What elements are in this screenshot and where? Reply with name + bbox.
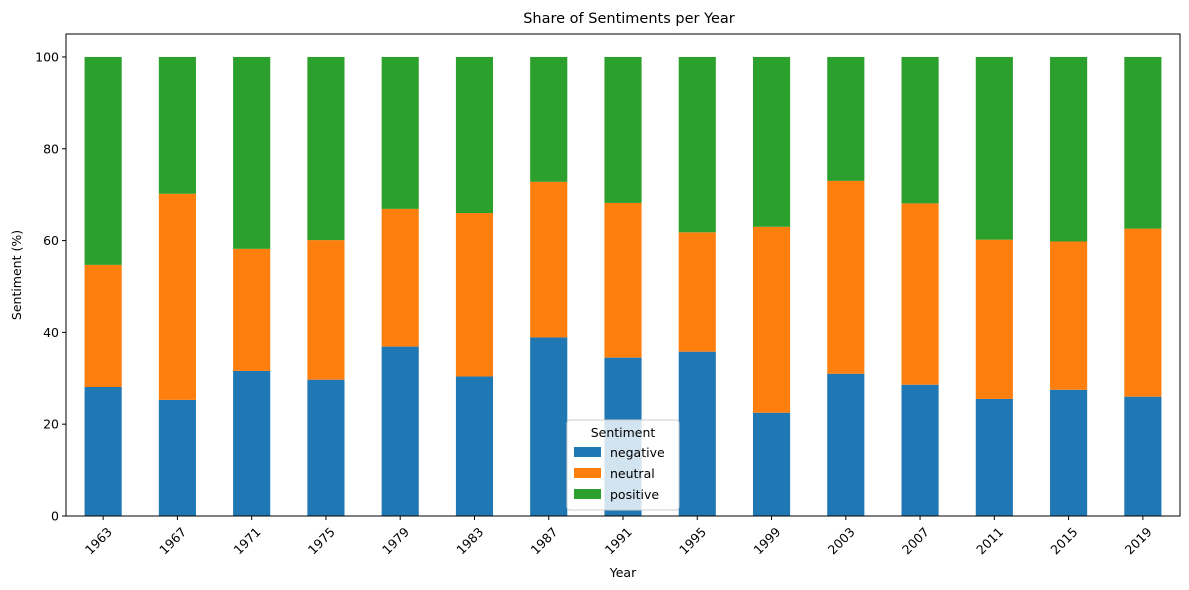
bar-segment-positive-2007 bbox=[901, 56, 939, 204]
bar-segment-negative-2015 bbox=[1050, 389, 1088, 516]
x-tick-label: 2019 bbox=[1122, 524, 1155, 557]
bar-segment-negative-2019 bbox=[1124, 396, 1162, 516]
bar-segment-negative-2011 bbox=[975, 398, 1013, 516]
legend-label-neutral: neutral bbox=[610, 466, 655, 481]
x-tick-label: 1995 bbox=[676, 524, 709, 557]
bar-segment-positive-1999 bbox=[752, 56, 791, 227]
bar-segment-neutral-1983 bbox=[455, 213, 494, 377]
y-tick-label: 20 bbox=[43, 417, 59, 432]
bar-segment-positive-1963 bbox=[84, 56, 122, 265]
legend-swatch-negative bbox=[574, 447, 601, 457]
bar-segment-positive-1975 bbox=[307, 56, 345, 241]
bar-segment-neutral-1971 bbox=[233, 248, 271, 371]
bar-segment-positive-2015 bbox=[1050, 56, 1088, 242]
y-tick-label: 40 bbox=[43, 325, 59, 340]
x-axis: 1963 1967 1971 1975 1979 1983 1987 1991 1995 1999… bbox=[82, 516, 1155, 557]
x-tick-label: 1979 bbox=[379, 524, 412, 557]
bar-segment-positive-1983 bbox=[455, 56, 494, 214]
y-tick-label: 80 bbox=[43, 141, 59, 156]
x-tick-label: 2011 bbox=[973, 524, 1006, 557]
x-tick-label: 1971 bbox=[230, 524, 263, 557]
bars-group bbox=[84, 56, 1162, 516]
bar-segment-neutral-1963 bbox=[84, 264, 122, 388]
bar-segment-positive-2011 bbox=[975, 56, 1013, 240]
bar-segment-negative-1975 bbox=[307, 379, 345, 516]
bar-segment-neutral-1967 bbox=[158, 193, 196, 400]
x-axis-label: Year bbox=[609, 565, 637, 580]
legend-box bbox=[566, 419, 680, 511]
x-tick-label: 1991 bbox=[602, 524, 635, 557]
bar-segment-neutral-1991 bbox=[604, 202, 642, 358]
bar-segment-positive-1987 bbox=[530, 56, 568, 182]
x-tick-label: 1983 bbox=[453, 524, 486, 557]
y-tick-label: 100 bbox=[35, 49, 59, 64]
bar-segment-neutral-2003 bbox=[827, 180, 865, 374]
bar-segment-negative-1967 bbox=[158, 399, 196, 516]
y-axis: 0 20 40 60 80 100 bbox=[35, 49, 66, 524]
x-tick-label: 1967 bbox=[156, 524, 189, 557]
bar-segment-neutral-1987 bbox=[530, 181, 568, 338]
legend-swatch-neutral bbox=[574, 468, 601, 478]
bar-segment-positive-1995 bbox=[678, 56, 716, 233]
bar-segment-neutral-2011 bbox=[975, 239, 1013, 399]
x-tick-label: 2015 bbox=[1047, 524, 1080, 557]
bar-segment-neutral-1995 bbox=[678, 232, 716, 352]
bar-segment-positive-1979 bbox=[381, 56, 419, 209]
legend-label-positive: positive bbox=[610, 487, 659, 502]
x-tick-label: 1987 bbox=[528, 524, 561, 557]
bar-segment-neutral-2015 bbox=[1050, 241, 1088, 390]
x-tick-label: 1963 bbox=[82, 524, 115, 557]
bar-segment-neutral-2007 bbox=[901, 203, 939, 385]
bar-segment-negative-1963 bbox=[84, 387, 122, 516]
x-tick-label: 2003 bbox=[825, 524, 858, 557]
bar-segment-negative-1983 bbox=[455, 376, 494, 516]
y-axis-label: Sentiment (%) bbox=[9, 230, 24, 320]
legend: Sentiment negative neutral positive bbox=[566, 419, 680, 511]
x-tick-label: 1999 bbox=[750, 524, 783, 557]
legend-swatch-positive bbox=[574, 489, 601, 499]
legend-label-negative: negative bbox=[610, 445, 665, 460]
bar-segment-neutral-1999 bbox=[752, 226, 791, 413]
y-tick-label: 0 bbox=[51, 509, 59, 524]
bar-segment-neutral-1979 bbox=[381, 208, 419, 347]
legend-title: Sentiment bbox=[591, 425, 656, 440]
bar-segment-negative-1979 bbox=[381, 346, 419, 516]
x-tick-label: 1975 bbox=[305, 524, 338, 557]
bar-segment-positive-1991 bbox=[604, 56, 642, 203]
bar-segment-positive-2019 bbox=[1124, 56, 1162, 229]
x-tick-label: 2007 bbox=[899, 524, 932, 557]
bar-segment-negative-1971 bbox=[233, 370, 271, 516]
chart-title: Share of Sentiments per Year bbox=[523, 11, 735, 27]
bar-segment-negative-2003 bbox=[827, 373, 865, 516]
bar-segment-neutral-2019 bbox=[1124, 228, 1162, 397]
bar-segment-positive-1967 bbox=[158, 56, 196, 194]
plot-frame bbox=[65, 33, 1181, 517]
y-tick-label: 60 bbox=[43, 233, 59, 248]
bar-segment-positive-1971 bbox=[233, 56, 271, 249]
bar-segment-negative-1987 bbox=[530, 337, 568, 516]
bar-segment-negative-2007 bbox=[901, 384, 939, 516]
bar-segment-negative-1995 bbox=[678, 351, 716, 516]
bar-segment-positive-2003 bbox=[827, 56, 865, 181]
bar-segment-neutral-1975 bbox=[307, 240, 345, 380]
bar-segment-negative-1999 bbox=[752, 412, 791, 516]
